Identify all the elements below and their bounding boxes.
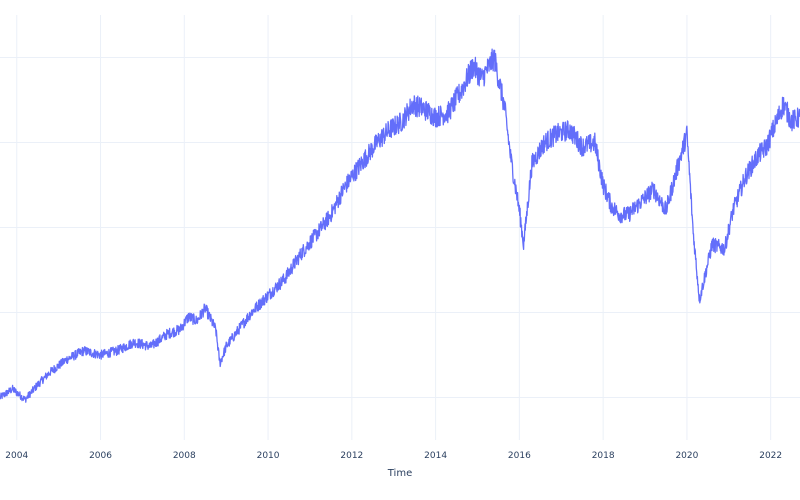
y-gridlines — [0, 57, 800, 398]
x-tick-label: 2014 — [424, 451, 447, 461]
x-tick-label: 2008 — [173, 451, 196, 461]
x-tick-label: 2020 — [675, 451, 698, 461]
x-tick-label: 2022 — [759, 451, 782, 461]
x-tick-label: 2006 — [89, 451, 112, 461]
x-tick-label: 2016 — [508, 451, 531, 461]
x-tick-label: 2004 — [5, 451, 28, 461]
x-gridlines — [16, 15, 772, 440]
x-tick-labels: 2004 2006 2008 2010 2012 2014 2016 2018 2020 2022 — [5, 451, 782, 461]
x-axis-title: Time — [387, 468, 412, 479]
series-group — [0, 48, 800, 403]
x-tick-label: 2010 — [257, 451, 280, 461]
x-tick-label: 2018 — [592, 451, 615, 461]
series-line — [0, 48, 800, 403]
x-tick-label: 2012 — [340, 451, 363, 461]
